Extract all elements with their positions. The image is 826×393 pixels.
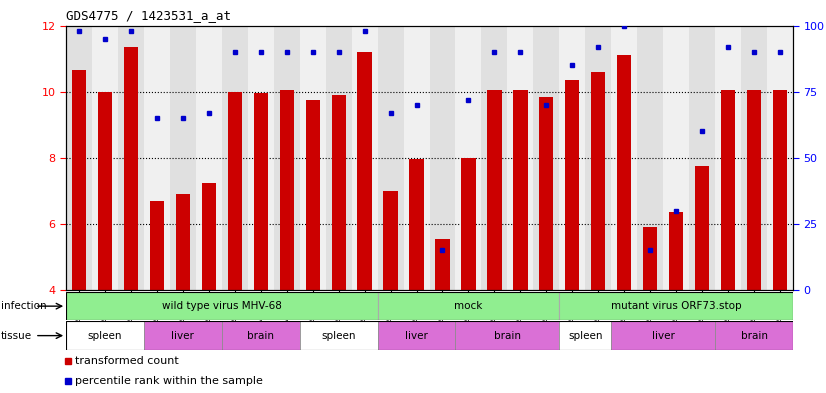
Bar bbox=[643, 227, 657, 290]
Text: liver: liver bbox=[405, 331, 428, 341]
Bar bbox=[767, 26, 793, 290]
Bar bbox=[617, 55, 631, 290]
Bar bbox=[300, 321, 377, 350]
Bar bbox=[228, 92, 242, 290]
Bar bbox=[410, 160, 424, 290]
Bar bbox=[358, 52, 372, 290]
Bar bbox=[66, 292, 377, 320]
Bar bbox=[98, 92, 112, 290]
Bar bbox=[306, 100, 320, 290]
Text: spleen: spleen bbox=[568, 331, 602, 341]
Bar bbox=[482, 26, 507, 290]
Text: GDS4775 / 1423531_a_at: GDS4775 / 1423531_a_at bbox=[66, 9, 231, 22]
Bar bbox=[487, 90, 501, 290]
Bar bbox=[637, 26, 663, 290]
Bar bbox=[461, 158, 476, 290]
Text: liver: liver bbox=[172, 331, 194, 341]
Bar bbox=[539, 97, 553, 290]
Bar bbox=[747, 90, 761, 290]
Bar bbox=[300, 26, 325, 290]
Text: mutant virus ORF73.stop: mutant virus ORF73.stop bbox=[611, 301, 742, 311]
Text: transformed count: transformed count bbox=[75, 356, 179, 366]
Bar bbox=[279, 90, 294, 290]
Text: tissue: tissue bbox=[1, 331, 32, 341]
Bar bbox=[534, 26, 559, 290]
Text: wild type virus MHV-68: wild type virus MHV-68 bbox=[162, 301, 282, 311]
Text: brain: brain bbox=[247, 331, 274, 341]
Bar bbox=[254, 93, 268, 290]
Bar bbox=[377, 321, 455, 350]
Bar bbox=[586, 26, 611, 290]
Bar bbox=[202, 183, 216, 290]
Text: liver: liver bbox=[652, 331, 675, 341]
Bar bbox=[559, 26, 586, 290]
Bar bbox=[721, 90, 735, 290]
Bar bbox=[124, 47, 138, 290]
Bar bbox=[248, 26, 273, 290]
Bar bbox=[513, 90, 528, 290]
Bar bbox=[435, 239, 449, 290]
Bar bbox=[715, 26, 741, 290]
Bar bbox=[150, 201, 164, 290]
Bar bbox=[66, 321, 144, 350]
Bar bbox=[611, 26, 637, 290]
Text: brain: brain bbox=[494, 331, 521, 341]
Bar bbox=[176, 194, 190, 290]
Bar bbox=[455, 26, 482, 290]
Bar bbox=[196, 26, 222, 290]
Bar bbox=[773, 90, 787, 290]
Bar bbox=[383, 191, 397, 290]
Text: spleen: spleen bbox=[321, 331, 356, 341]
Bar bbox=[559, 321, 611, 350]
Bar bbox=[144, 321, 222, 350]
Bar bbox=[222, 321, 300, 350]
Bar bbox=[352, 26, 377, 290]
Bar bbox=[222, 26, 248, 290]
Text: mock: mock bbox=[454, 301, 482, 311]
Bar bbox=[72, 70, 86, 290]
Text: spleen: spleen bbox=[88, 331, 122, 341]
Bar bbox=[66, 26, 92, 290]
Bar bbox=[695, 166, 710, 290]
Bar bbox=[430, 26, 455, 290]
Bar bbox=[455, 321, 559, 350]
Bar bbox=[404, 26, 430, 290]
Text: brain: brain bbox=[741, 331, 767, 341]
Bar bbox=[669, 212, 683, 290]
Bar bbox=[559, 292, 793, 320]
Bar bbox=[507, 26, 534, 290]
Bar bbox=[377, 292, 559, 320]
Text: infection: infection bbox=[1, 301, 46, 311]
Bar bbox=[118, 26, 144, 290]
Bar bbox=[170, 26, 196, 290]
Bar bbox=[715, 321, 793, 350]
Bar bbox=[331, 95, 346, 290]
Bar bbox=[591, 72, 605, 290]
Bar bbox=[325, 26, 352, 290]
Bar bbox=[144, 26, 170, 290]
Bar bbox=[663, 26, 689, 290]
Bar bbox=[92, 26, 118, 290]
Bar bbox=[377, 26, 404, 290]
Bar bbox=[689, 26, 715, 290]
Text: percentile rank within the sample: percentile rank within the sample bbox=[75, 376, 263, 386]
Bar bbox=[611, 321, 715, 350]
Bar bbox=[565, 80, 580, 290]
Bar bbox=[273, 26, 300, 290]
Bar bbox=[741, 26, 767, 290]
